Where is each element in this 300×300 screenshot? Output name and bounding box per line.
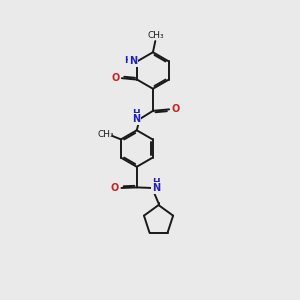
Text: H: H: [124, 56, 132, 65]
Text: CH₃: CH₃: [148, 31, 164, 40]
Text: N: N: [152, 183, 160, 193]
Text: O: O: [112, 73, 120, 82]
Text: CH₃: CH₃: [98, 130, 115, 139]
Text: H: H: [152, 178, 160, 187]
Text: O: O: [172, 104, 180, 114]
Text: H: H: [132, 109, 140, 118]
Text: N: N: [129, 56, 137, 66]
Text: N: N: [132, 114, 140, 124]
Text: O: O: [111, 183, 119, 193]
